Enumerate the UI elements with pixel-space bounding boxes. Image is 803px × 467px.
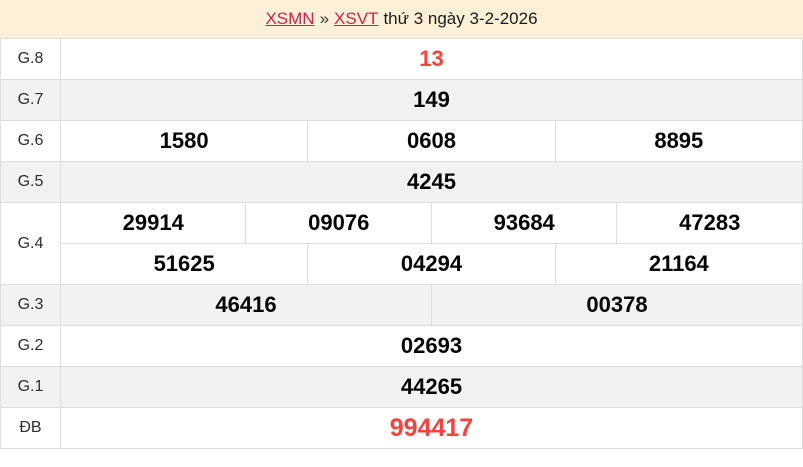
prize-label-g8: G.8 (0, 38, 61, 80)
draw-date-text: thứ 3 ngày 3-2-2026 (383, 9, 538, 28)
prize-value-g6-3: 8895 (554, 120, 803, 162)
prize-row-g4-bottom: 51625 04294 21164 (1, 243, 803, 285)
prize-value-g4-1: 29914 (59, 202, 247, 244)
prize-row-g3: G.3 46416 00378 (0, 284, 803, 326)
prize-row-db: ĐB 994417 (0, 407, 803, 449)
prize-value-g4-2: 09076 (245, 202, 432, 244)
prize-value-g4-4: 47283 (616, 202, 803, 244)
xsvt-station-link[interactable]: XSVT (334, 9, 379, 28)
prize-value-g4-3: 93684 (430, 202, 618, 244)
lottery-results-table: G.8 13 G.7 149 G.6 1580 0608 8895 G.5 42… (0, 38, 803, 449)
prize-row-g6: G.6 1580 0608 8895 (0, 120, 803, 162)
prize-row-g2: G.2 02693 (0, 325, 803, 367)
lottery-results-page: XSMN » XSVT thứ 3 ngày 3-2-2026 G.8 13 G… (0, 0, 803, 449)
prize-label-g5: G.5 (0, 161, 61, 203)
prize-value-g4-7: 21164 (554, 243, 803, 285)
prize-value-g6-1: 1580 (59, 120, 309, 162)
prize-label-db: ĐB (0, 407, 61, 449)
prize-row-g4-top: G.4 29914 09076 93684 47283 (0, 202, 803, 285)
prize-row-g7: G.7 149 (0, 79, 803, 121)
result-header: XSMN » XSVT thứ 3 ngày 3-2-2026 (0, 0, 803, 38)
prize-value-g2: 02693 (60, 325, 803, 367)
prize-value-g3-1: 46416 (60, 284, 432, 326)
prize-label-g6: G.6 (0, 120, 61, 162)
prize-row-g5: G.5 4245 (0, 161, 803, 203)
prize-label-g1: G.1 (0, 366, 61, 408)
prize-value-g4-6: 04294 (307, 243, 556, 285)
prize-value-g8: 13 (60, 38, 803, 80)
prize-value-g6-2: 0608 (307, 120, 556, 162)
prize-label-g4: G.4 (0, 202, 61, 285)
prize-value-g1: 44265 (60, 366, 803, 408)
breadcrumb-separator: » (319, 9, 330, 28)
prize-value-g4-5: 51625 (59, 243, 309, 285)
prize-value-g3-2: 00378 (430, 284, 803, 326)
prize-row-g1: G.1 44265 (0, 366, 803, 408)
prize-label-g7: G.7 (0, 79, 61, 121)
prize-value-g5: 4245 (60, 161, 803, 203)
prize-label-g2: G.2 (0, 325, 61, 367)
prize-label-g3: G.3 (0, 284, 61, 326)
prize-row-g8: G.8 13 (0, 38, 803, 80)
prize-value-g7: 149 (60, 79, 803, 121)
xsmn-region-link[interactable]: XSMN (265, 9, 315, 28)
prize-value-db: 994417 (60, 407, 803, 449)
